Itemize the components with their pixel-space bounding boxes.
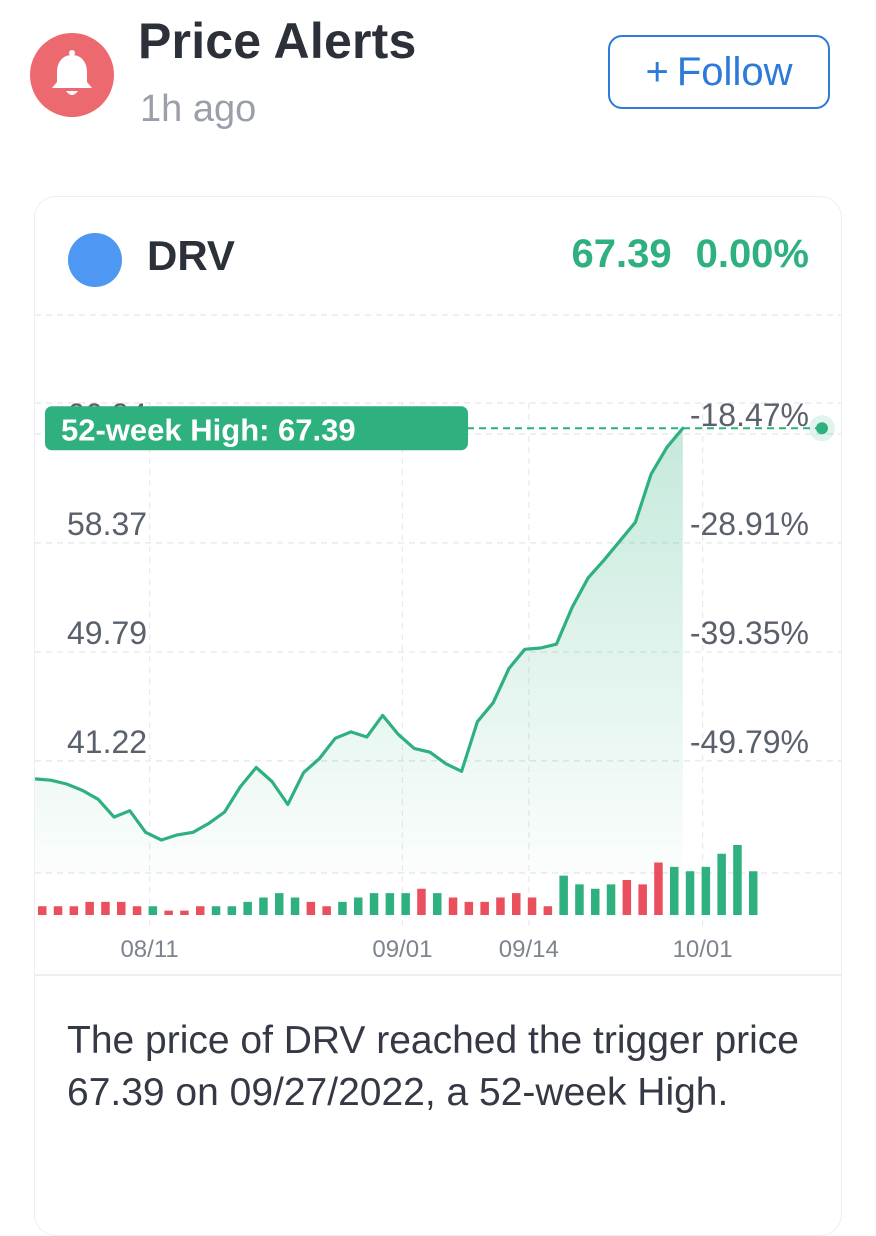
price-area (35, 428, 683, 873)
plus-icon: + (645, 50, 669, 94)
volume-bar (148, 906, 158, 915)
volume-bar (53, 906, 63, 915)
volume-bar (527, 897, 537, 915)
volume-bar (211, 906, 221, 915)
price-block: 67.39 0.00% (571, 232, 809, 277)
volume-bar (196, 906, 205, 915)
volume-bar (385, 893, 395, 915)
volume-bar (132, 906, 142, 915)
volume-bar (543, 906, 553, 915)
volume-bars (38, 845, 758, 915)
volume-bar (433, 893, 442, 915)
volume-bar (243, 901, 252, 915)
volume-bar (464, 901, 474, 915)
pct-tick-label: -28.91% (690, 506, 809, 542)
volume-bar (85, 901, 94, 915)
y-tick-label: 49.79 (67, 615, 147, 651)
volume-bar (749, 871, 758, 915)
timestamp: 1h ago (140, 88, 257, 130)
volume-bar (180, 910, 189, 915)
x-tick-label: 09/14 (499, 936, 559, 963)
volume-bar (701, 866, 711, 915)
high-annotation: 52-week High: 67.39 (45, 406, 835, 451)
volume-bar (606, 884, 616, 915)
volume-bar (275, 893, 284, 915)
pct-tick-label: -18.47% (690, 397, 809, 433)
y-tick-label: 58.37 (67, 506, 147, 542)
volume-bar (575, 884, 584, 915)
volume-bar (654, 862, 663, 915)
high-label-text: 52-week High: 67.39 (61, 412, 356, 447)
x-tick-label: 10/01 (673, 936, 733, 963)
follow-label: Follow (676, 49, 793, 94)
symbol-dot-icon (68, 233, 122, 287)
card-header: DRV 67.39 0.00% (35, 197, 841, 315)
follow-button[interactable]: + Follow (608, 35, 830, 109)
alert-card[interactable]: DRV 67.390.00% 66.9458.3749.7941.22-18.4… (34, 196, 842, 1236)
volume-bar (117, 901, 126, 915)
volume-bar (670, 866, 679, 915)
volume-bar (480, 901, 489, 915)
price-change: 0.00% (695, 232, 809, 276)
volume-bar (290, 897, 300, 915)
axis-labels: 66.9458.3749.7941.22-18.47%-28.91%-39.35… (67, 397, 809, 963)
price-line-group (35, 426, 685, 842)
high-label-pill (45, 406, 468, 451)
volume-bar (306, 901, 316, 915)
volume-bar (417, 888, 426, 915)
pct-tick-label: -39.35% (690, 615, 809, 651)
volume-bar (69, 906, 79, 915)
price-area-fill (35, 428, 683, 873)
volume-bar (448, 897, 458, 915)
x-tick-label: 09/01 (372, 936, 432, 963)
volume-bar (685, 871, 695, 915)
y-tick-label: 41.22 (67, 724, 147, 760)
x-tick-label: 08/11 (120, 936, 178, 963)
volume-bar (322, 906, 331, 915)
volume-bar (512, 893, 521, 915)
card-divider (35, 974, 841, 976)
volume-bar (733, 845, 742, 915)
volume-bar (401, 893, 410, 915)
volume-bar (559, 875, 568, 915)
volume-bar (591, 888, 600, 915)
alert-message: The price of DRV reached the trigger pri… (67, 1019, 799, 1114)
volume-bar (369, 893, 379, 915)
page-title: Price Alerts (138, 13, 417, 69)
volume-bar (354, 897, 363, 915)
volume-bar (164, 910, 173, 915)
bell-icon (52, 50, 92, 95)
volume-bar (622, 880, 632, 915)
current-point-dot (816, 422, 828, 435)
volume-bar (227, 906, 237, 915)
volume-bar (38, 906, 47, 915)
volume-bar (496, 897, 505, 915)
volume-bar (259, 897, 268, 915)
pct-tick-label: -49.79% (690, 724, 809, 760)
volume-bar (338, 901, 347, 915)
symbol-ticker: DRV (147, 232, 235, 279)
volume-bar (101, 901, 110, 915)
price-chart: 66.9458.3749.7941.22-18.47%-28.91%-39.35… (35, 314, 841, 963)
alert-header: Price Alerts 1h ago + Follow (0, 0, 876, 170)
current-price: 67.39 (571, 232, 672, 276)
volume-bar (717, 853, 726, 915)
volume-bar (638, 884, 647, 915)
price-line (35, 426, 685, 842)
alert-avatar (30, 33, 114, 117)
